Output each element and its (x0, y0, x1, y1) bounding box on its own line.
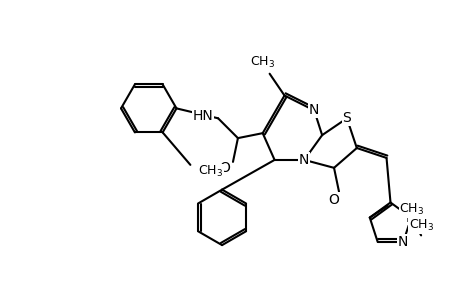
Text: N: N (308, 103, 319, 117)
Text: N: N (405, 211, 415, 225)
Text: O: O (219, 161, 230, 175)
Text: N: N (298, 153, 309, 167)
Text: O: O (328, 193, 339, 206)
Text: CH$_3$: CH$_3$ (408, 218, 433, 233)
Text: CH$_3$: CH$_3$ (198, 164, 223, 179)
Text: N: N (397, 235, 408, 249)
Text: HN: HN (192, 109, 213, 123)
Text: CH$_3$: CH$_3$ (250, 55, 274, 70)
Text: CH$_3$: CH$_3$ (398, 202, 424, 217)
Text: S: S (342, 111, 351, 125)
